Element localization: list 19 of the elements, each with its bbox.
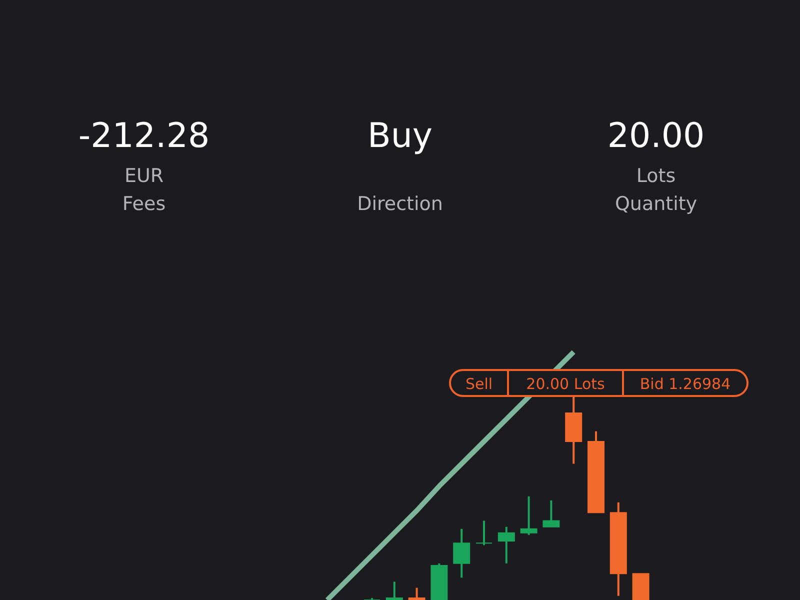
text: -212.28 [78, 116, 210, 156]
category-label: Direction [357, 193, 443, 215]
candlestick [476, 520, 492, 546]
text: Bid 1.26984 [640, 375, 731, 393]
candlestick [386, 580, 403, 600]
text: 20.00 [607, 116, 705, 156]
category-label: Quantity [614, 193, 698, 215]
candlestick [520, 495, 538, 536]
text: Lots [636, 165, 676, 187]
candlestick [453, 528, 470, 579]
text: EUR [124, 165, 164, 187]
candlestick [364, 596, 380, 600]
candlestick [542, 499, 560, 528]
category-label: Fees [122, 193, 166, 215]
candlestick [408, 586, 426, 600]
text: Sell [465, 375, 493, 393]
candlestick [498, 526, 515, 564]
text: Buy [368, 116, 432, 156]
text: 20.00 Lots [526, 375, 606, 393]
